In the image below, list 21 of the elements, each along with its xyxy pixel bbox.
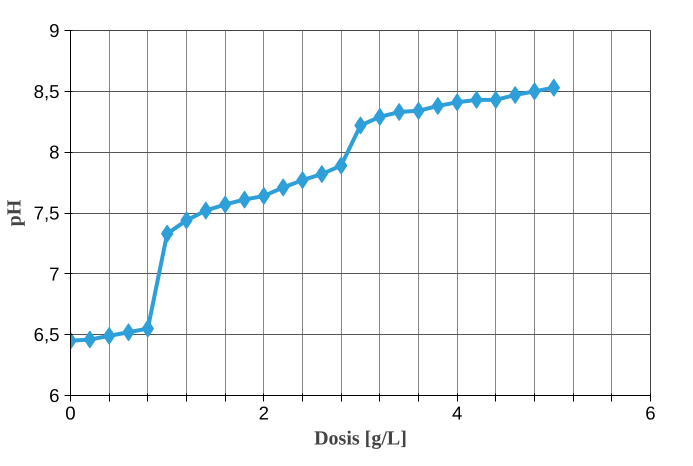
x-tick-label: 6 [645,402,656,424]
x-axis-title: Dosis [g/L] [314,428,407,450]
x-tick-label: 4 [452,402,462,424]
x-tick-label: 0 [65,402,76,424]
point [470,90,483,109]
y-tick-label: 8 [49,142,60,163]
point [238,190,251,209]
y-tick-label: 6,5 [34,324,60,346]
point [180,211,193,230]
y-tick-label: 7 [49,263,60,284]
point [354,116,367,134]
y-axis-title: pH [4,199,26,226]
y-tick-label: 9 [49,20,60,41]
y-tick-label: 6 [49,385,60,406]
y-tick-label: 8,5 [34,80,60,102]
point [122,323,135,342]
point [528,82,541,100]
point [296,171,309,190]
y-tick-label: 7,5 [34,202,60,224]
point [412,102,425,120]
x-tick-label: 2 [258,402,270,424]
